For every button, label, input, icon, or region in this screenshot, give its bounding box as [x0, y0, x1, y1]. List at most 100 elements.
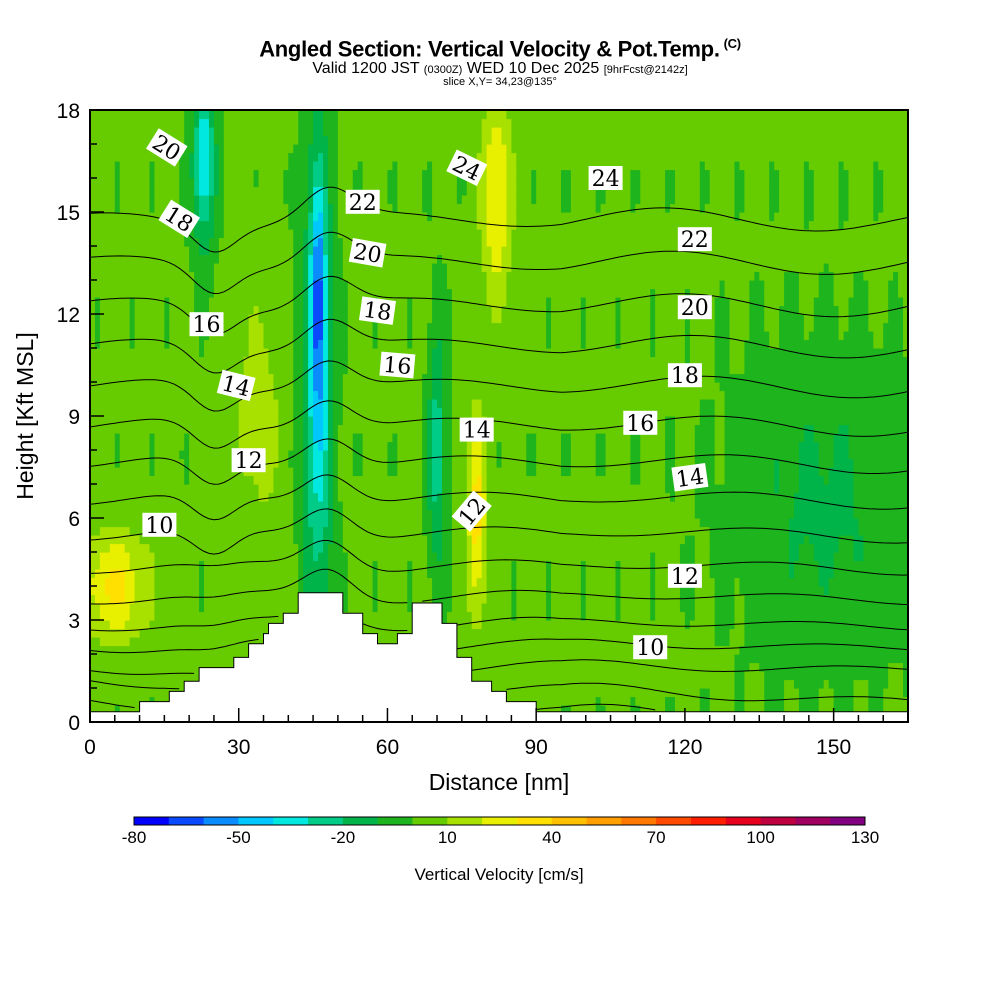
heat-cell	[218, 110, 225, 120]
heat-cell	[293, 339, 299, 349]
heat-cell	[372, 586, 379, 596]
heat-cell	[397, 118, 403, 128]
heat-cell	[347, 127, 354, 137]
heat-cell	[347, 475, 354, 485]
heat-cell	[258, 305, 265, 315]
heat-cell	[99, 518, 106, 528]
heat-cell	[367, 620, 374, 630]
heat-cell	[288, 348, 294, 358]
heat-cell	[427, 577, 433, 587]
heat-cell	[189, 339, 195, 349]
heat-cell	[124, 118, 131, 128]
heat-cell	[367, 594, 374, 604]
heat-cell	[199, 263, 205, 273]
heat-cell	[90, 688, 96, 698]
heat-cell	[392, 322, 398, 332]
heat-cell	[327, 178, 334, 188]
heat-cell	[382, 603, 389, 613]
heat-cell	[298, 169, 304, 179]
heat-cell	[164, 331, 170, 341]
heat-cell	[258, 433, 265, 443]
heat-cell	[248, 322, 255, 332]
heat-cell	[114, 552, 121, 562]
heat-cell	[119, 390, 126, 400]
heat-cell	[407, 560, 413, 570]
heat-cell	[189, 611, 195, 621]
heat-cell	[124, 263, 131, 273]
heat-cell	[342, 152, 349, 162]
heat-cell	[303, 169, 309, 179]
heat-cell	[179, 620, 185, 630]
heat-cell	[377, 339, 384, 349]
heat-cell	[342, 526, 349, 536]
heat-cell	[99, 127, 106, 137]
heat-cell	[337, 288, 344, 298]
heat-cell	[422, 569, 428, 579]
heat-cell	[164, 169, 170, 179]
heat-cell	[154, 416, 161, 426]
heat-cell	[382, 620, 389, 630]
heat-cell	[99, 365, 106, 375]
heat-cell	[313, 254, 319, 264]
heat-cell	[288, 161, 294, 171]
heat-cell	[407, 297, 413, 307]
heat-cell	[263, 220, 270, 230]
heat-cell	[99, 399, 106, 409]
heat-cell	[213, 339, 220, 349]
heat-cell	[238, 637, 245, 647]
slice-info: slice X,Y= 34,23@135°	[443, 76, 557, 88]
heat-cell	[263, 475, 270, 485]
heat-cell	[412, 297, 418, 307]
heat-cell	[377, 569, 384, 579]
heat-cell	[313, 144, 319, 154]
heat-cell	[228, 178, 235, 188]
heat-cell	[342, 161, 349, 171]
heat-cell	[174, 229, 180, 239]
heat-cell	[243, 288, 250, 298]
heat-cell	[139, 484, 146, 494]
heat-cell	[347, 433, 354, 443]
heat-cell	[154, 662, 161, 672]
heat-cell	[268, 127, 275, 137]
heat-cell	[283, 382, 289, 392]
heat-cell	[139, 220, 146, 230]
heat-cell	[253, 484, 260, 494]
heat-cell	[238, 322, 245, 332]
heat-cell	[124, 543, 131, 553]
heat-cell	[377, 271, 384, 281]
heat-cell	[273, 127, 279, 137]
heat-cell	[169, 195, 175, 205]
heat-cell	[362, 569, 369, 579]
heat-cell	[194, 518, 200, 528]
heat-cell	[144, 645, 151, 655]
heat-cell	[313, 552, 319, 562]
heat-cell	[397, 399, 403, 409]
heat-cell	[124, 271, 131, 281]
heat-cell	[288, 433, 294, 443]
heat-cell	[134, 161, 141, 171]
heat-cell	[308, 280, 314, 290]
heat-cell	[204, 569, 210, 579]
heat-cell	[154, 688, 161, 698]
heat-cell	[417, 424, 423, 434]
heat-cell	[407, 288, 413, 298]
heat-cell	[347, 552, 354, 562]
heat-cell	[308, 484, 314, 494]
heat-cell	[258, 637, 265, 647]
heat-cell	[283, 220, 289, 230]
heat-cell	[179, 237, 185, 247]
heat-cell	[124, 569, 131, 579]
forecast-info: [9hrFcst@2142z]	[603, 64, 688, 76]
heat-cell	[387, 220, 394, 230]
heat-cell	[94, 543, 101, 553]
heat-cell	[367, 611, 374, 621]
heat-cell	[109, 424, 116, 434]
heat-cell	[109, 195, 116, 205]
heat-cell	[218, 662, 225, 672]
heat-cell	[412, 110, 418, 120]
heat-cell	[139, 390, 146, 400]
heat-cell	[94, 390, 101, 400]
heat-cell	[223, 203, 230, 213]
heat-cell	[313, 220, 319, 230]
heat-cell	[144, 390, 151, 400]
